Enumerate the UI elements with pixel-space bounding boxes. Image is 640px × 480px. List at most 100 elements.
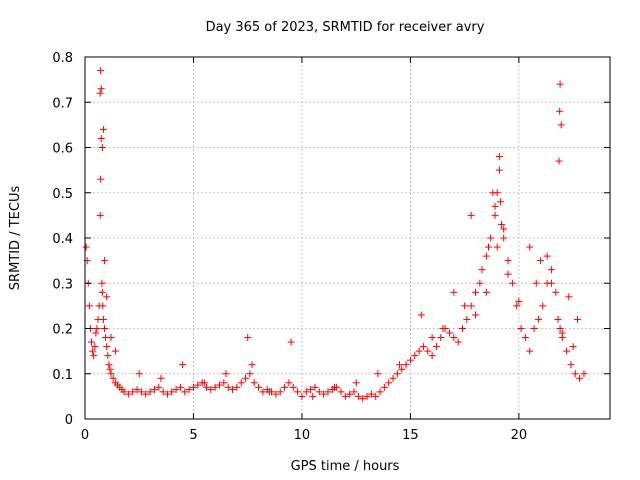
data-point <box>237 379 245 387</box>
data-point <box>419 343 427 351</box>
data-point <box>567 361 575 369</box>
data-point <box>534 315 542 323</box>
data-point <box>563 347 571 355</box>
data-point <box>380 383 388 391</box>
data-point <box>547 266 555 274</box>
data-point <box>220 379 228 387</box>
data-point <box>242 374 250 382</box>
data-point <box>135 370 143 378</box>
data-point <box>526 347 534 355</box>
data-point <box>402 361 410 369</box>
data-point <box>406 356 414 364</box>
data-point <box>155 383 163 391</box>
y-tick-label: 0.4 <box>52 232 73 247</box>
data-point <box>82 243 90 251</box>
data-point <box>504 270 512 278</box>
data-point <box>346 390 354 398</box>
data-point <box>250 379 258 387</box>
data-point <box>259 388 267 396</box>
data-point <box>289 383 297 391</box>
data-point <box>556 107 564 115</box>
data-point <box>324 388 332 396</box>
data-point <box>98 279 106 287</box>
data-point <box>487 234 495 242</box>
data-point <box>428 334 436 342</box>
data-point <box>104 352 112 360</box>
data-point <box>172 386 180 394</box>
data-point <box>309 392 317 400</box>
data-point <box>517 325 525 332</box>
data-point <box>539 302 547 310</box>
data-point <box>92 329 100 337</box>
y-tick-label: 0.8 <box>52 51 73 66</box>
data-points <box>82 67 588 403</box>
y-tick-label: 0.7 <box>52 96 73 111</box>
data-point <box>491 202 499 210</box>
data-point <box>396 361 404 369</box>
data-point <box>103 293 111 301</box>
plot-frame <box>84 56 611 420</box>
y-tick-label: 0.5 <box>52 187 73 202</box>
data-point <box>450 334 458 342</box>
data-point <box>461 302 469 310</box>
data-point <box>281 383 289 391</box>
data-point <box>485 243 493 251</box>
data-point <box>389 374 397 382</box>
data-point <box>96 211 104 219</box>
data-point <box>521 334 529 342</box>
data-point <box>428 352 436 360</box>
data-point <box>185 386 193 394</box>
data-point <box>89 347 97 355</box>
data-point <box>294 388 302 396</box>
data-point <box>495 166 503 174</box>
data-point <box>504 257 512 265</box>
data-point <box>124 390 132 398</box>
chart-title: Day 365 of 2023, SRMTID for receiver avr… <box>206 20 485 35</box>
data-point <box>467 302 475 310</box>
y-tick-label: 0 <box>65 413 73 428</box>
data-point <box>272 390 280 398</box>
data-point <box>554 315 562 323</box>
grid <box>85 57 610 419</box>
data-point <box>109 374 117 382</box>
data-point <box>133 386 141 394</box>
data-point <box>508 279 516 287</box>
data-point <box>142 390 150 398</box>
data-point <box>526 243 534 251</box>
data-point <box>489 189 497 197</box>
data-point <box>106 365 114 373</box>
data-point <box>111 347 119 355</box>
data-point <box>88 338 96 346</box>
data-point <box>445 329 453 337</box>
data-point <box>543 252 551 260</box>
data-point <box>85 302 93 310</box>
data-point <box>398 365 406 373</box>
data-point <box>298 392 306 400</box>
data-point <box>91 343 99 351</box>
data-point <box>337 388 345 396</box>
data-point <box>557 121 565 129</box>
data-point <box>207 386 215 394</box>
data-point <box>537 257 545 265</box>
y-tick-label: 0.1 <box>52 368 73 383</box>
data-point <box>229 386 237 394</box>
data-point <box>157 374 165 382</box>
data-point <box>363 392 371 400</box>
data-point <box>222 370 230 378</box>
data-point <box>571 370 579 378</box>
data-point <box>500 225 508 233</box>
data-point <box>176 383 184 391</box>
data-point <box>98 288 106 296</box>
data-point <box>558 329 566 337</box>
data-point <box>556 80 564 88</box>
data-point <box>555 157 563 165</box>
data-point <box>311 383 319 391</box>
data-point <box>491 211 499 219</box>
data-point <box>181 388 189 396</box>
data-point <box>330 383 338 391</box>
data-point <box>216 381 224 389</box>
data-point <box>90 352 98 360</box>
data-point <box>315 388 323 396</box>
data-point <box>359 395 367 403</box>
